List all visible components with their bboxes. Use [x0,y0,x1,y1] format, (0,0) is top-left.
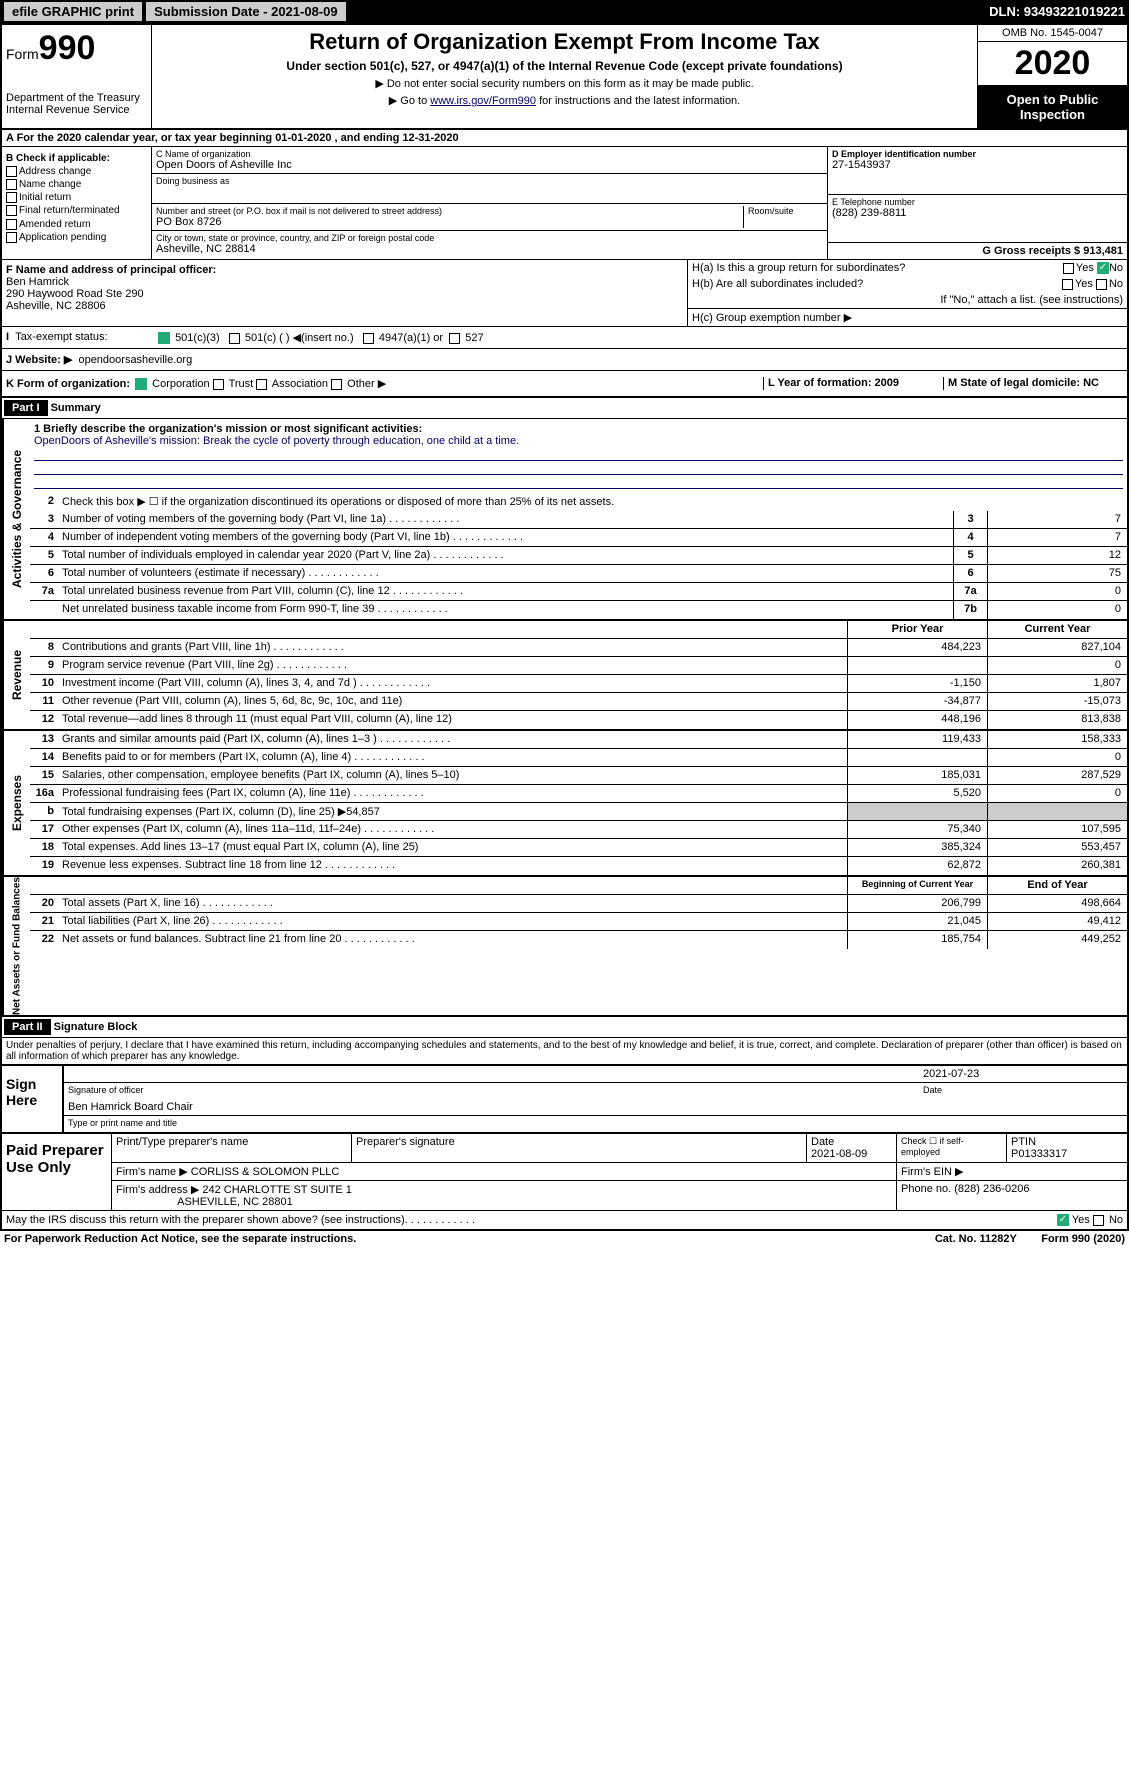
dln: DLN: 93493221019221 [989,4,1125,19]
org-addr: PO Box 8726 [156,216,743,228]
section-expenses: Expenses [2,731,30,875]
col-c: C Name of organizationOpen Doors of Ashe… [152,147,827,259]
paid-preparer: Paid Preparer Use Only [2,1134,112,1210]
row-j: J Website: ▶ opendoorsasheville.org [2,349,1127,371]
form-990: Form990 Department of the Treasury Inter… [0,23,1129,1231]
row-k: K Form of organization: Corporation Trus… [2,371,1127,398]
form-title: Return of Organization Exempt From Incom… [156,29,973,55]
footer: For Paperwork Reduction Act Notice, see … [0,1231,1129,1247]
submission-btn[interactable]: Submission Date - 2021-08-09 [146,2,346,21]
firm-name: CORLISS & SOLOMON PLLC [191,1166,340,1178]
ptin: P01333317 [1011,1148,1067,1160]
gross-receipts: G Gross receipts $ 913,481 [982,245,1123,257]
row-a: A For the 2020 calendar year, or tax yea… [2,130,1127,147]
form-subtitle: Under section 501(c), 527, or 4947(a)(1)… [156,59,973,73]
top-bar: efile GRAPHIC print Submission Date - 20… [0,0,1129,23]
part2-hdr: Part II [4,1019,51,1035]
sign-here: Sign Here [2,1066,62,1132]
section-revenue: Revenue [2,621,30,729]
dept: Department of the Treasury Internal Reve… [6,92,147,116]
col-h: H(a) Is this a group return for subordin… [687,260,1127,326]
org-name: Open Doors of Asheville Inc [156,159,823,171]
warn-link: ▶ Go to www.irs.gov/Form990 for instruct… [156,94,973,107]
org-city: Asheville, NC 28814 [156,243,823,255]
col-f: F Name and address of principal officer:… [2,260,687,326]
officer-name: Ben Hamrick Board Chair [68,1101,193,1113]
omb: OMB No. 1545-0047 [978,25,1127,42]
row-i: I Tax-exempt status: 501(c)(3) 501(c) ( … [2,327,1127,349]
form-number: Form990 [6,29,147,68]
ein: 27-1543937 [832,159,1123,171]
mission-text: OpenDoors of Asheville's mission: Break … [34,435,1123,447]
tax-year: 2020 [978,42,1127,86]
col-d: D Employer identification number27-15439… [827,147,1127,259]
prep-phone: Phone no. (828) 236-0206 [897,1181,1127,1210]
website: opendoorsasheville.org [78,354,192,366]
efile-btn[interactable]: efile GRAPHIC print [4,2,142,21]
part1-hdr: Part I [4,400,48,416]
col-b: B Check if applicable: Address change Na… [2,147,152,259]
irs-link[interactable]: www.irs.gov/Form990 [430,95,536,107]
section-net-assets: Net Assets or Fund Balances [2,877,30,1015]
tel: (828) 239-8811 [832,207,1123,219]
section-governance: Activities & Governance [2,419,30,619]
warn-ssn: ▶ Do not enter social security numbers o… [156,77,973,90]
sig-declaration: Under penalties of perjury, I declare th… [2,1038,1127,1064]
open-public: Open to Public Inspection [978,86,1127,128]
